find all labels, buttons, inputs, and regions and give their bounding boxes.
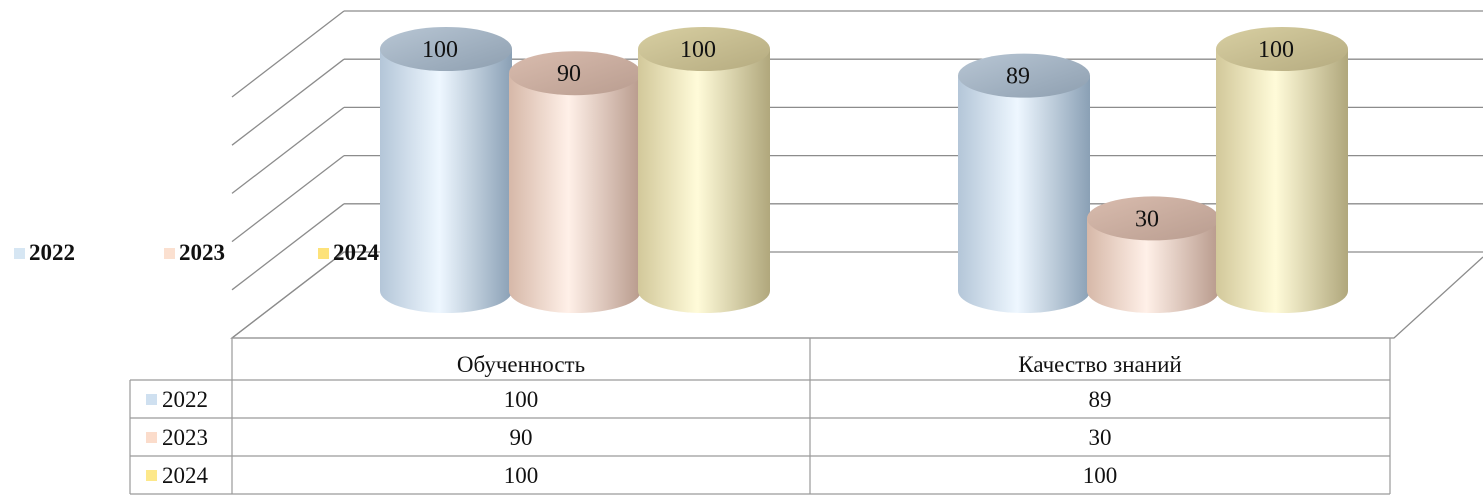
table-cell: 100 <box>1083 463 1118 488</box>
table-legend-swatch <box>146 470 157 481</box>
data-table: Обученность Качество знаний 2022 100 89 2023 9… <box>129 337 1391 495</box>
table-header: Обученность <box>457 352 585 377</box>
legend-swatch <box>164 247 175 259</box>
value-label: 30 <box>1135 206 1159 232</box>
legend-swatch <box>14 247 25 259</box>
table-cell: 30 <box>1089 425 1112 450</box>
side-gridline <box>231 106 345 194</box>
bar <box>1216 27 1348 313</box>
bar <box>509 51 641 313</box>
value-label: 100 <box>422 37 458 63</box>
table-cell: 90 <box>510 425 533 450</box>
table-cell: 89 <box>1089 387 1112 412</box>
legend-item: 2023 <box>164 238 225 268</box>
value-label: 100 <box>680 37 716 63</box>
legend-label: 2022 <box>29 240 75 265</box>
value-label: 90 <box>557 61 581 87</box>
value-labels: 100 90 100 89 30 100 <box>422 37 1294 232</box>
table-legend-swatch <box>146 394 157 405</box>
bar <box>1087 196 1219 313</box>
bar <box>958 53 1090 314</box>
table-series-label: 2023 <box>162 425 208 450</box>
table-series-label: 2022 <box>162 387 208 412</box>
legend-label: 2023 <box>179 240 225 265</box>
table-legend-swatch <box>146 432 157 443</box>
legend-item: 2024 <box>318 238 379 268</box>
bars <box>380 27 1348 314</box>
bar <box>638 27 770 313</box>
side-gridline <box>231 58 345 146</box>
table-header: Качество знаний <box>1018 352 1181 377</box>
value-label: 89 <box>1006 64 1030 90</box>
legend-label: 2024 <box>333 240 379 265</box>
table-cell: 100 <box>504 463 539 488</box>
table-cell: 100 <box>504 387 539 412</box>
legend-swatch <box>318 247 329 259</box>
table-series-label: 2024 <box>162 463 209 488</box>
side-gridline <box>231 155 345 243</box>
side-gridline <box>231 203 345 291</box>
legend-item: 2022 <box>14 238 75 268</box>
value-label: 100 <box>1258 37 1294 63</box>
side-gridline <box>231 10 345 98</box>
bar <box>380 27 512 313</box>
